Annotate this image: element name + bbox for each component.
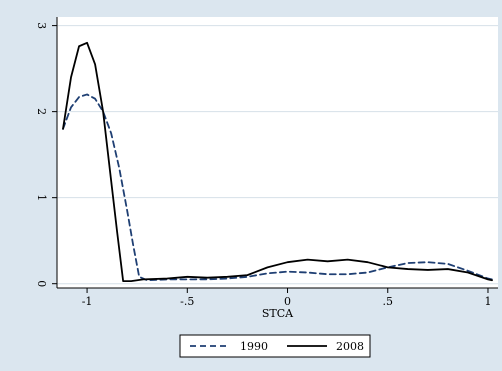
series-line-2008 [62, 41, 493, 283]
x-tick-label-0: -1 [82, 295, 93, 308]
x-tick-label-4: 1 [484, 295, 491, 308]
plot-area [57, 17, 498, 288]
axes: 0 1 2 3 -1 -.5 0 .5 1 [35, 17, 498, 308]
series-lines [62, 41, 493, 283]
y-tick-label-3: 3 [35, 22, 48, 29]
y-tick-label-0: 0 [35, 280, 48, 287]
series-line-1990 [62, 93, 493, 282]
y-tick-label-2: 2 [35, 108, 48, 115]
gridlines [57, 25, 498, 285]
x-axis-title: STCA [262, 307, 294, 320]
x-tick-label-1: -.5 [180, 295, 194, 308]
legend-label-1990: 1990 [240, 340, 268, 353]
legend: 1990 2008 [179, 334, 371, 358]
y-tick-label-1: 1 [35, 194, 48, 201]
x-tick-label-2: 0 [284, 295, 291, 308]
legend-box [179, 334, 371, 358]
x-tick-label-3: .5 [383, 295, 394, 308]
legend-label-2008: 2008 [336, 340, 364, 353]
